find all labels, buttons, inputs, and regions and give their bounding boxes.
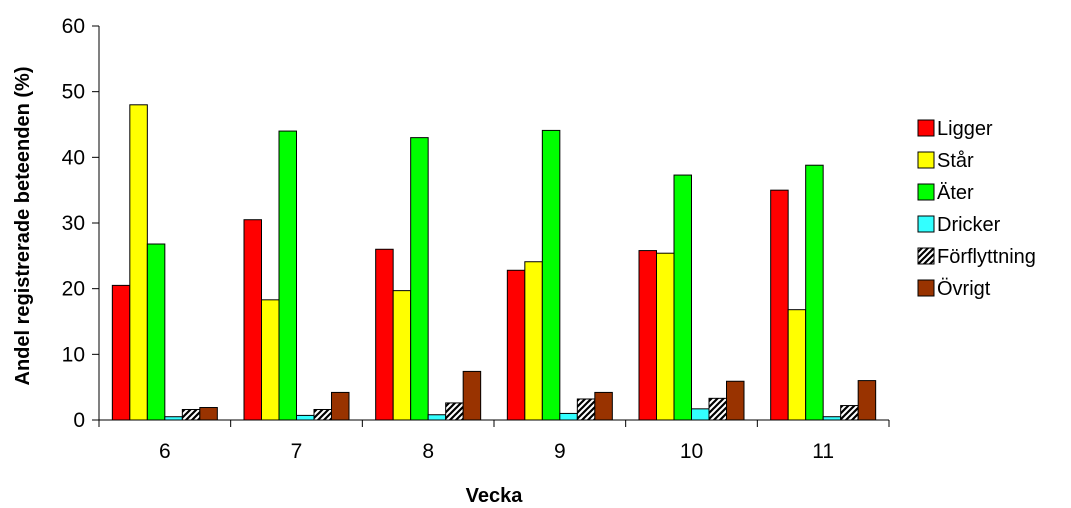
- legend-swatch: [917, 247, 935, 265]
- bar-Förflyttning-8: [445, 402, 464, 421]
- x-tick-label: 8: [422, 440, 434, 463]
- bar-Dricker-9: [559, 412, 578, 421]
- legend-label: Övrigt: [937, 278, 991, 300]
- bar-Ligger-9: [506, 269, 526, 421]
- bar-Står-10: [656, 252, 675, 421]
- x-tick-label: 11: [812, 440, 834, 463]
- y-tick-label: 0: [73, 409, 85, 432]
- bar-Dricker-10: [691, 408, 710, 421]
- legend-label: Äter: [937, 182, 974, 204]
- bar-Dricker-7: [296, 414, 315, 421]
- x-tick-label: 6: [159, 440, 171, 463]
- bar-Övrigt-10: [726, 380, 745, 421]
- bars: [111, 104, 877, 421]
- bar-Förflyttning-9: [576, 398, 596, 421]
- bar-Står-8: [392, 290, 412, 421]
- bar-Äter-11: [805, 164, 824, 421]
- y-tick-label: 30: [62, 212, 85, 235]
- x-tick-label: 9: [554, 440, 566, 463]
- bar-Förflyttning-6: [181, 408, 201, 421]
- y-tick-label: 50: [62, 81, 85, 104]
- legend-item: Övrigt: [917, 278, 991, 300]
- legend-item: Står: [917, 150, 974, 172]
- legend-swatch: [917, 151, 935, 169]
- bar-Förflyttning-11: [840, 405, 859, 421]
- legend-swatch: [917, 183, 935, 201]
- bar-Ligger-6: [111, 284, 131, 421]
- legend-swatch: [917, 279, 935, 297]
- x-tick-label: 7: [291, 440, 303, 463]
- y-axis-ticks: 0 10 20 30 40 50 60: [62, 15, 99, 432]
- legend-label: Står: [937, 150, 974, 172]
- legend-item: Dricker: [917, 214, 1001, 236]
- y-tick-label: 20: [62, 278, 85, 301]
- bar-Övrigt-7: [331, 391, 350, 421]
- legend-item: Förflyttning: [917, 246, 1036, 268]
- legend-label: Förflyttning: [937, 246, 1036, 268]
- bar-Äter-6: [146, 243, 166, 421]
- bar-Övrigt-6: [199, 407, 218, 421]
- bar-Äter-7: [278, 130, 297, 421]
- y-tick-label: 60: [62, 15, 85, 38]
- bar-Står-7: [261, 299, 280, 421]
- bar-Äter-10: [673, 174, 692, 421]
- bar-Dricker-8: [427, 414, 447, 421]
- bar-Förflyttning-7: [313, 408, 332, 421]
- y-axis-title: Andel registrerade beteenden (%): [12, 67, 34, 386]
- bar-Övrigt-11: [857, 380, 877, 421]
- legend-item: Ligger: [917, 118, 993, 140]
- y-tick-label: 10: [62, 343, 85, 366]
- x-tick-label: 10: [680, 440, 703, 463]
- bar-Äter-8: [410, 137, 429, 421]
- legend-swatch: [917, 119, 935, 137]
- legend-item: Äter: [917, 182, 974, 204]
- bar-Förflyttning-10: [708, 397, 727, 421]
- legend-swatch: [917, 215, 935, 233]
- bar-Står-9: [524, 261, 543, 421]
- bar-Ligger-7: [243, 219, 262, 421]
- bar-Övrigt-9: [594, 391, 613, 421]
- bar-Står-11: [787, 309, 807, 421]
- legend-label: Dricker: [937, 214, 1001, 236]
- legend: Ligger Står Äter Dricker Förflyttning Övrigt: [917, 118, 1036, 300]
- bar-Står-6: [129, 104, 148, 421]
- y-tick-label: 40: [62, 146, 85, 169]
- legend-label: Ligger: [937, 118, 993, 140]
- x-axis-title: Vecka: [466, 485, 524, 507]
- bar-Ligger-11: [770, 189, 789, 421]
- x-axis-ticks: 6 7 8 9 10 11: [98, 420, 890, 463]
- bar-Övrigt-8: [462, 370, 482, 421]
- bar-Ligger-8: [375, 248, 394, 421]
- bar-Ligger-10: [638, 250, 657, 421]
- bar-Äter-9: [541, 129, 561, 421]
